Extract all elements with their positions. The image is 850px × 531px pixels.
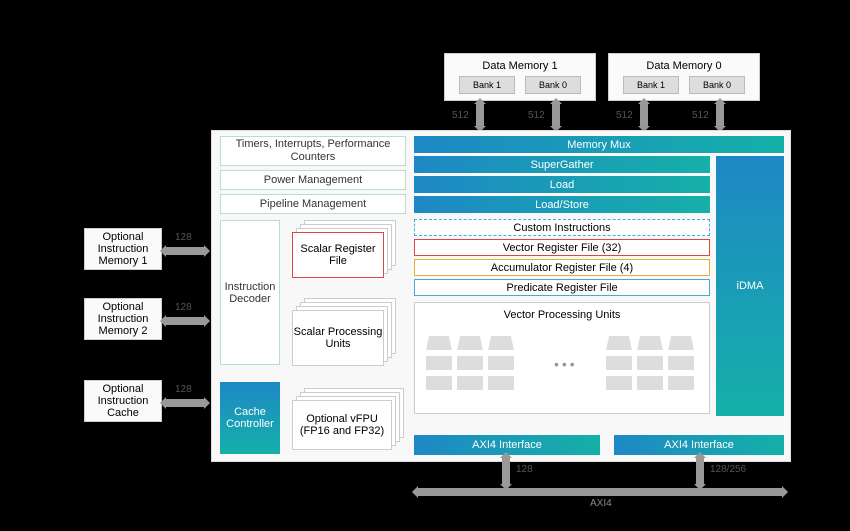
lbl-128-2: 128 [175,302,192,313]
opt-inst-mem-1: Optional Instruction Memory 1 [84,228,162,270]
vpu-dots: ••• [554,356,578,372]
data-memory-0: Data Memory 0 Bank 1 Bank 0 [608,53,760,101]
dm0-title: Data Memory 0 [646,60,721,72]
vpu-title: Vector Processing Units [415,303,709,331]
power-mgmt: Power Management [220,170,406,190]
timers-label: Timers, Interrupts, Performance Counters [223,138,403,164]
arrow-dm1-b0 [552,104,560,126]
vpu-mini [488,336,514,350]
vector-register-file: Vector Register File (32) [414,239,710,256]
vpu-mini [426,336,452,350]
scalar-proc-label: Scalar Processing Units [293,326,383,350]
scalar-processing-units: Scalar Processing Units [292,310,384,366]
arrow-im2 [166,317,204,325]
pipeline-mgmt: Pipeline Management [220,194,406,214]
supergather: SuperGather [414,156,710,173]
vpu-mini [668,376,694,390]
vpu-mini [637,336,663,350]
lbl-128-bus: 128 [516,464,533,475]
dm1-title: Data Memory 1 [482,60,557,72]
custom-instructions: Custom Instructions [414,219,710,236]
idma: iDMA [716,156,784,416]
scalar-register-file: Scalar Register File [292,232,384,278]
oim2-label: Optional Instruction Memory 2 [87,301,159,337]
lbl-512-1: 512 [452,110,469,121]
arrow-ic [166,399,204,407]
vpu-mini [488,376,514,390]
arrow-dm0-b0 [716,104,724,126]
idma-label: iDMA [737,280,764,292]
vpu-mini [606,356,632,370]
predicate-register-file: Predicate Register File [414,279,710,296]
lbl-128-256: 128/256 [710,464,746,475]
vpu-mini [426,356,452,370]
vpu-mini [606,376,632,390]
instruction-decoder: Instruction Decoder [220,220,280,365]
oic-label: Optional Instruction Cache [87,383,159,419]
vpu-mini [668,356,694,370]
memory-mux: Memory Mux [414,136,784,153]
vfpu-label: Optional vFPU (FP16 and FP32) [295,413,389,437]
vpu-mini [426,376,452,390]
vpu-mini [488,356,514,370]
dm0-bank1: Bank 1 [623,76,679,94]
dm0-bank0: Bank 0 [689,76,745,94]
vpu-mini [606,336,632,350]
load-store: Load/Store [414,196,710,213]
arrow-im1 [166,247,204,255]
optional-vfpu: Optional vFPU (FP16 and FP32) [292,400,392,450]
opt-inst-mem-2: Optional Instruction Memory 2 [84,298,162,340]
arrow-dm1-b1 [476,104,484,126]
vpu-mini [457,356,483,370]
data-memory-1: Data Memory 1 Bank 1 Bank 0 [444,53,596,101]
oim1-label: Optional Instruction Memory 1 [87,231,159,267]
vpu-mini [637,376,663,390]
lbl-512-3: 512 [616,110,633,121]
inst-dec-label: Instruction Decoder [225,281,276,305]
vpu-mini [637,356,663,370]
lbl-128-3: 128 [175,384,192,395]
dm1-bank0: Bank 0 [525,76,581,94]
vpu-mini [457,336,483,350]
arrow-axi-2 [696,458,704,484]
axi4-bus-label: AXI4 [590,498,612,509]
arrow-dm0-b1 [640,104,648,126]
axi4-bus [418,488,782,496]
dm1-bank1: Bank 1 [459,76,515,94]
arrow-axi-1 [502,458,510,484]
timers-block: Timers, Interrupts, Performance Counters [220,136,406,166]
opt-inst-cache: Optional Instruction Cache [84,380,162,422]
vpu-mini [457,376,483,390]
load: Load [414,176,710,193]
cache-controller: Cache Controller [220,382,280,454]
scalar-reg-label: Scalar Register File [293,243,383,267]
lbl-512-2: 512 [528,110,545,121]
lbl-128-1: 128 [175,232,192,243]
vpu-mini [668,336,694,350]
lbl-512-4: 512 [692,110,709,121]
accumulator-register-file: Accumulator Register File (4) [414,259,710,276]
cache-ctrl-label: Cache Controller [224,406,276,430]
